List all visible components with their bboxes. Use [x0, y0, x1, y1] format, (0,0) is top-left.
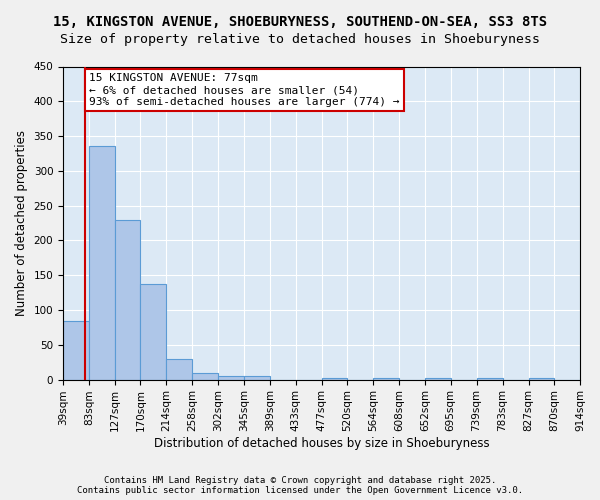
X-axis label: Distribution of detached houses by size in Shoeburyness: Distribution of detached houses by size … — [154, 437, 490, 450]
Bar — [218, 376, 244, 380]
Bar — [529, 378, 554, 380]
Bar — [89, 146, 115, 380]
Bar — [63, 321, 89, 380]
Bar — [115, 220, 140, 380]
Bar — [425, 378, 451, 380]
Bar — [193, 372, 218, 380]
Text: 15 KINGSTON AVENUE: 77sqm
← 6% of detached houses are smaller (54)
93% of semi-d: 15 KINGSTON AVENUE: 77sqm ← 6% of detach… — [89, 74, 400, 106]
Text: 15, KINGSTON AVENUE, SHOEBURYNESS, SOUTHEND-ON-SEA, SS3 8TS: 15, KINGSTON AVENUE, SHOEBURYNESS, SOUTH… — [53, 15, 547, 29]
Bar — [373, 378, 399, 380]
Y-axis label: Number of detached properties: Number of detached properties — [15, 130, 28, 316]
Text: Contains HM Land Registry data © Crown copyright and database right 2025.
Contai: Contains HM Land Registry data © Crown c… — [77, 476, 523, 495]
Bar — [166, 358, 193, 380]
Text: Size of property relative to detached houses in Shoeburyness: Size of property relative to detached ho… — [60, 32, 540, 46]
Bar — [322, 378, 347, 380]
Bar — [140, 284, 166, 380]
Bar — [476, 378, 503, 380]
Bar — [244, 376, 270, 380]
